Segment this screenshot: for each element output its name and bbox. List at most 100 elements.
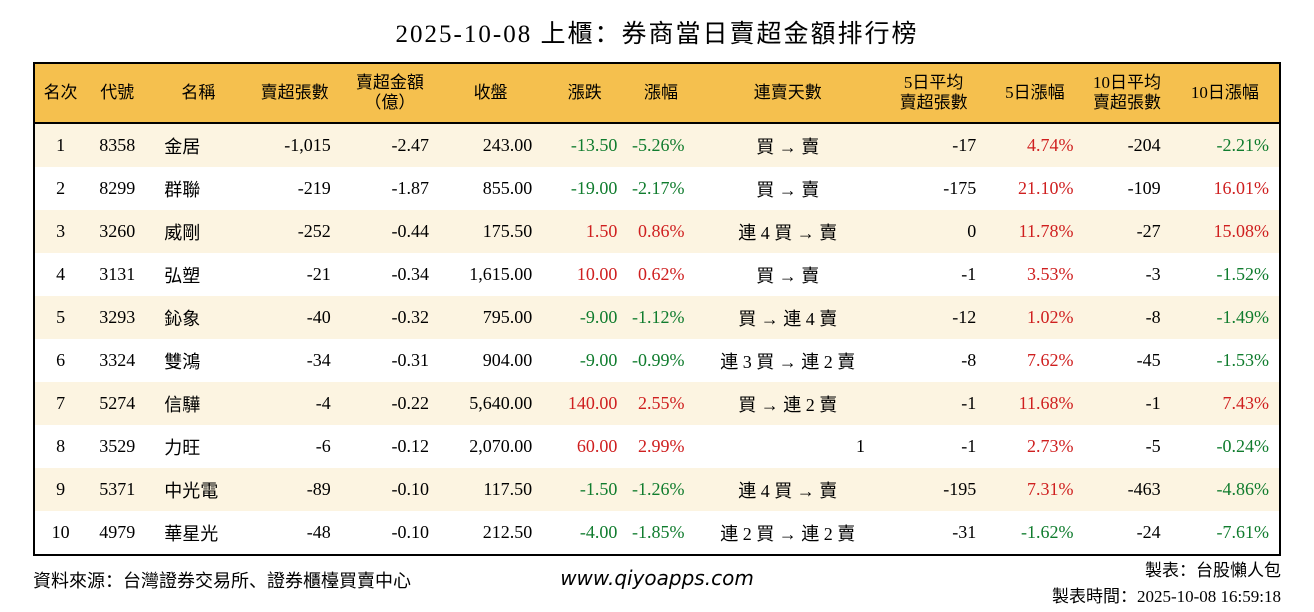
cell-stock-code: 5371 <box>99 479 136 499</box>
cell-pct10-change: 16.01% <box>1213 178 1270 198</box>
cell-pct10-change: -2.21% <box>1216 135 1270 155</box>
cell-stock-code: 4979 <box>99 522 136 542</box>
column-header-change-percent: 漲幅 <box>627 63 695 124</box>
footer-website: www.qiyoapps.com <box>560 566 754 590</box>
table-header-row: 名次 代號 名稱 賣超張數 賣超金額 （億） 收盤 漲跌 漲幅 連賣天數 5日平均 賣超張數 5日漲幅 1… <box>34 63 1280 124</box>
table-row: 4 3131 弘塑 -21 -0.34 1,615.00 10.00 0.62% 買 → 賣 -1… <box>34 253 1280 296</box>
cell-sold-shares: -1,015 <box>284 135 331 155</box>
column-header-price-change: 漲跌 <box>542 63 628 124</box>
cell-avg5-sold: -1 <box>961 264 977 284</box>
column-header-avg10-sold: 10日平均 賣超張數 <box>1083 63 1171 124</box>
cell-avg10-sold: -24 <box>1136 522 1161 542</box>
column-header-stock-name: 名稱 <box>148 63 249 124</box>
cell-pct5-change: 7.62% <box>1026 350 1074 370</box>
cell-close-price: 117.50 <box>483 479 533 499</box>
table-row: 5 3293 鈊象 -40 -0.32 795.00 -9.00 -1.12% 買 → 連 4 … <box>34 296 1280 339</box>
cell-pct5-change: -1.62% <box>1020 522 1074 542</box>
cell-change-percent: -5.26% <box>632 135 685 155</box>
cell-avg5-sold: -12 <box>952 307 977 327</box>
footer-data-source: 資料來源：台灣證券交易所、證券櫃檯買賣中心 <box>33 571 411 591</box>
cell-avg10-sold: -1 <box>1145 393 1161 413</box>
cell-sold-amount: -1.87 <box>391 178 429 198</box>
cell-stock-name: 威剛 <box>164 222 201 243</box>
cell-price-change: -13.50 <box>570 135 618 155</box>
ranking-table: 名次 代號 名稱 賣超張數 賣超金額 （億） 收盤 漲跌 漲幅 連賣天數 5日平均 賣超張數 5日漲幅 1… <box>33 62 1281 556</box>
cell-close-price: 795.00 <box>482 307 533 327</box>
cell-price-change: 1.50 <box>585 221 618 241</box>
column-header-avg5-sold: 5日平均 賣超張數 <box>880 63 987 124</box>
cell-stock-code: 3260 <box>99 221 136 241</box>
cell-avg10-sold: -45 <box>1136 350 1161 370</box>
cell-pct10-change: -4.86% <box>1216 479 1270 499</box>
cell-change-percent: 0.86% <box>638 221 685 241</box>
cell-sold-shares: -21 <box>306 264 331 284</box>
cell-change-percent: 0.62% <box>638 264 685 284</box>
cell-close-price: 243.00 <box>482 135 533 155</box>
cell-stock-name: 力旺 <box>164 437 201 458</box>
column-header-rank: 名次 <box>34 63 87 124</box>
cell-stock-code: 3293 <box>99 307 136 327</box>
cell-change-percent: -1.12% <box>632 307 685 327</box>
cell-pct5-change: 2.73% <box>1026 436 1074 456</box>
cell-pct5-change: 11.68% <box>1018 393 1074 413</box>
cell-sold-amount: -0.10 <box>391 522 429 542</box>
cell-change-percent: -1.85% <box>632 522 685 542</box>
cell-pct10-change: -1.49% <box>1216 307 1270 327</box>
table-body: 1 8358 金居 -1,015 -2.47 243.00 -13.50 -5.26% 買 → … <box>34 123 1280 555</box>
cell-pct5-change: 3.53% <box>1026 264 1074 284</box>
cell-avg10-sold: -5 <box>1145 436 1161 456</box>
cell-rank: 2 <box>56 178 66 198</box>
cell-rank: 9 <box>56 479 66 499</box>
cell-pct5-change: 21.10% <box>1017 178 1074 198</box>
cell-sold-shares: -4 <box>315 393 331 413</box>
cell-stock-code: 3529 <box>99 436 136 456</box>
cell-sell-streak: 連 4 買 → 賣 <box>738 222 838 243</box>
cell-stock-code: 8358 <box>99 135 136 155</box>
cell-rank: 4 <box>56 264 66 284</box>
cell-sold-shares: -48 <box>306 522 331 542</box>
column-header-sell-streak: 連賣天數 <box>694 63 881 124</box>
cell-pct5-change: 11.78% <box>1018 221 1074 241</box>
cell-sell-streak: 買 → 連 4 賣 <box>738 308 838 329</box>
cell-avg5-sold: -8 <box>961 350 977 370</box>
cell-avg5-sold: -1 <box>961 393 977 413</box>
cell-price-change: 60.00 <box>576 436 618 456</box>
cell-pct10-change: -7.61% <box>1216 522 1270 542</box>
column-header-sold-amount: 賣超金額 （億） <box>340 63 439 124</box>
column-header-pct10-change: 10日漲幅 <box>1170 63 1280 124</box>
cell-sold-shares: -40 <box>306 307 331 327</box>
cell-sold-shares: -252 <box>297 221 331 241</box>
cell-pct10-change: -1.52% <box>1216 264 1270 284</box>
cell-price-change: -4.00 <box>579 522 618 542</box>
footer-credits: 製表：台股懶人包 製表時間：2025-10-08 16:59:18 <box>1052 558 1281 611</box>
cell-sold-shares: -6 <box>315 436 331 456</box>
cell-price-change: -9.00 <box>579 307 618 327</box>
footer-maker: 製表：台股懶人包 <box>1145 561 1281 580</box>
cell-close-price: 1,615.00 <box>469 264 533 284</box>
table-row: 10 4979 華星光 -48 -0.10 212.50 -4.00 -1.85% 連 2 買 … <box>34 511 1280 555</box>
cell-sold-amount: -0.31 <box>391 350 429 370</box>
cell-stock-name: 華星光 <box>164 523 219 544</box>
cell-rank: 7 <box>56 393 66 413</box>
cell-close-price: 904.00 <box>482 350 533 370</box>
cell-stock-name: 金居 <box>164 136 201 157</box>
cell-sold-amount: -0.34 <box>391 264 429 284</box>
cell-sell-streak: 1 <box>855 436 865 456</box>
cell-stock-code: 3131 <box>99 264 136 284</box>
table-row: 3 3260 威剛 -252 -0.44 175.50 1.50 0.86% 連 4 買 → 賣… <box>34 210 1280 253</box>
cell-avg5-sold: -1 <box>961 436 977 456</box>
cell-avg10-sold: -3 <box>1145 264 1161 284</box>
cell-stock-code: 3324 <box>99 350 136 370</box>
cell-pct5-change: 4.74% <box>1026 135 1074 155</box>
footer-timestamp: 製表時間：2025-10-08 16:59:18 <box>1051 587 1281 607</box>
table-row: 9 5371 中光電 -89 -0.10 117.50 -1.50 -1.26% 連 4 買 →… <box>34 468 1280 511</box>
column-header-sold-shares: 賣超張數 <box>248 63 341 124</box>
table-row: 7 5274 信驊 -4 -0.22 5,640.00 140.00 2.55% 買 → 連 2… <box>34 382 1280 425</box>
cell-close-price: 175.50 <box>482 221 533 241</box>
cell-avg10-sold: -109 <box>1127 178 1161 198</box>
cell-sold-amount: -0.10 <box>391 479 429 499</box>
cell-rank: 1 <box>56 135 66 155</box>
cell-avg5-sold: -195 <box>943 479 977 499</box>
cell-stock-name: 鈊象 <box>164 308 201 329</box>
cell-price-change: -1.50 <box>579 479 618 499</box>
